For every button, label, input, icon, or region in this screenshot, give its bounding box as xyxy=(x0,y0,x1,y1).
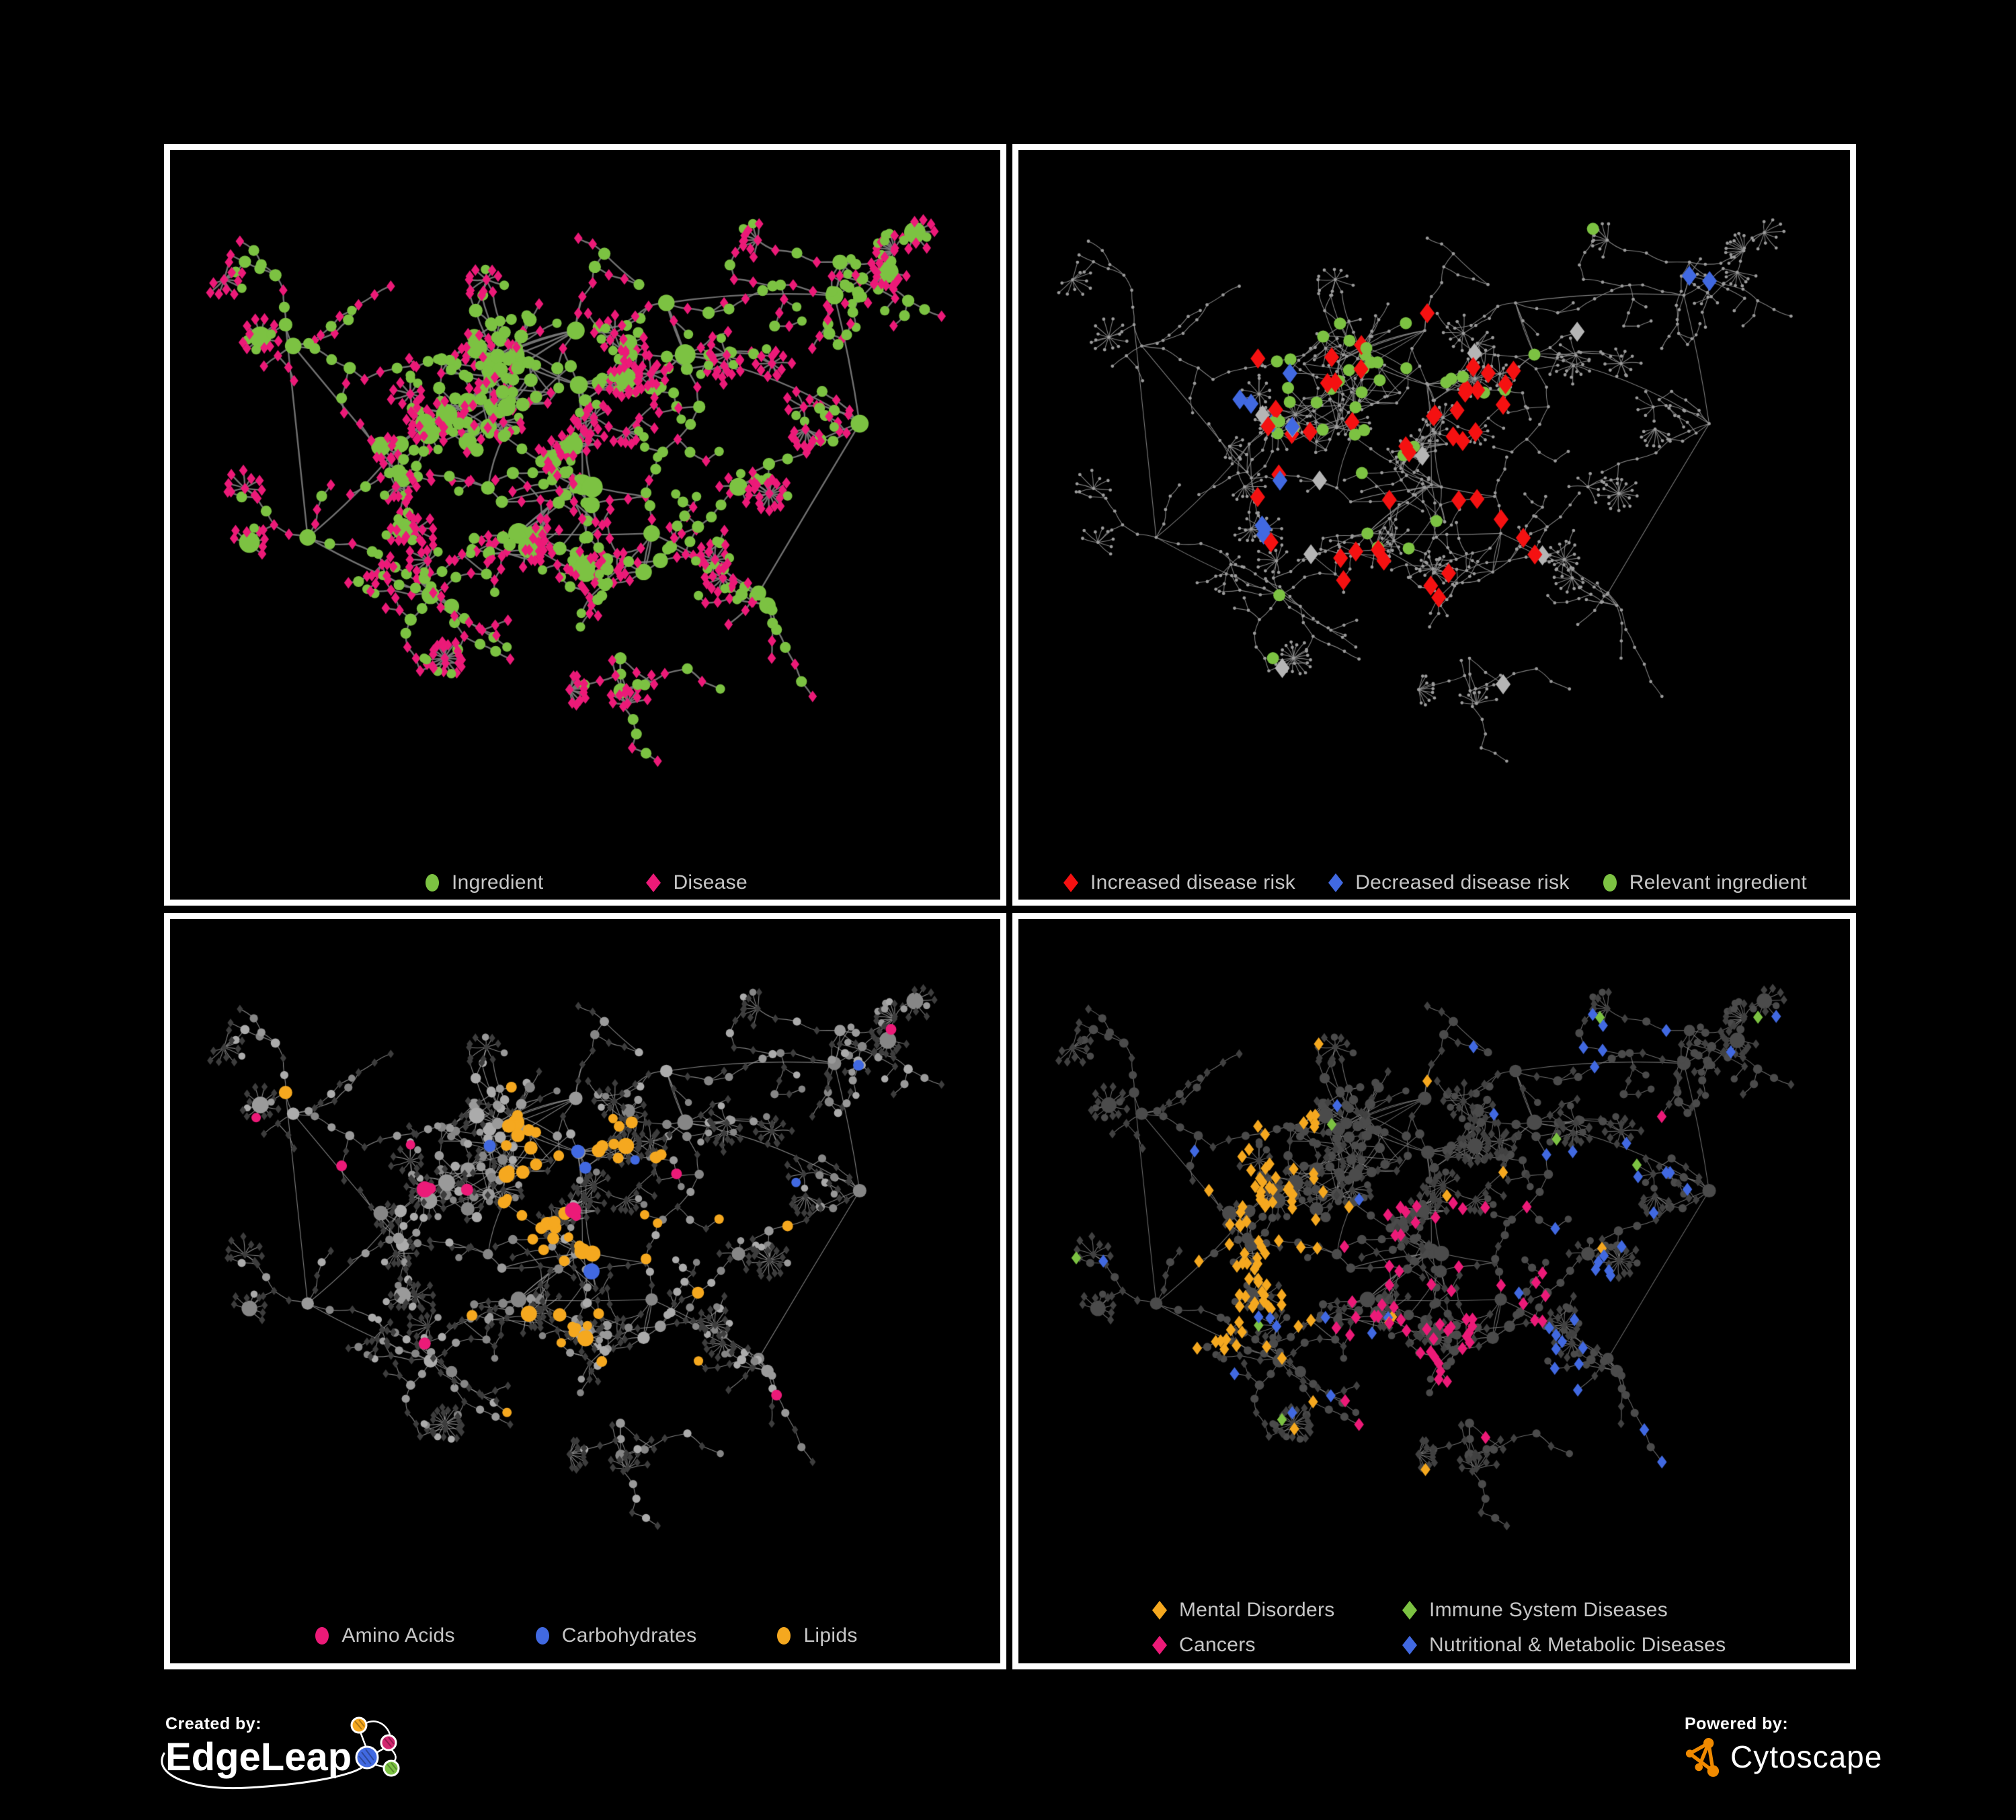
legend-item-ingredient: Ingredient xyxy=(423,871,543,894)
legend-label: Decreased disease risk xyxy=(1355,871,1570,894)
legend-item-nutritional-metabolic-diseases: Nutritional & Metabolic Diseases xyxy=(1400,1634,1726,1657)
legend-item-lipids: Lipids xyxy=(774,1624,857,1647)
cytoscape-wordmark: Cytoscape xyxy=(1730,1739,1883,1774)
legend-ingredient-disease: Ingredient Disease xyxy=(170,871,1000,894)
circle-marker-icon xyxy=(1603,874,1617,892)
legend-nutrient-class: Amino Acids Carbohydrates Lipids xyxy=(170,1624,1000,1647)
diamond-marker-icon xyxy=(1402,1601,1417,1620)
circle-marker-icon xyxy=(535,1627,549,1645)
panel-ingredient-disease: Ingredient Disease xyxy=(164,144,1006,906)
legend-label: Carbohydrates xyxy=(561,1624,697,1647)
panel-nutrient-class: Amino Acids Carbohydrates Lipids xyxy=(164,913,1006,1669)
network-canvas-nutrient-class xyxy=(170,919,1000,1663)
network-canvas-ingredient-disease xyxy=(170,150,1000,900)
circle-marker-icon xyxy=(777,1627,791,1645)
diamond-marker-icon xyxy=(1152,1636,1167,1655)
legend-label: Amino Acids xyxy=(341,1624,455,1647)
edgeleap-wordmark: EdgeLeap xyxy=(165,1735,352,1779)
legend-item-increased-disease-risk: Increased disease risk xyxy=(1061,871,1295,894)
legend-disease-risk: Increased disease risk Decreased disease … xyxy=(1018,871,1850,894)
powered-by-label: Powered by: xyxy=(1685,1714,1789,1733)
legend-item-cancers: Cancers xyxy=(1150,1634,1400,1657)
legend-item-mental-disorders: Mental Disorders xyxy=(1150,1599,1400,1622)
cytoscape-icon xyxy=(1685,1738,1720,1777)
legend-label: Cancers xyxy=(1179,1634,1256,1656)
legend-label: Mental Disorders xyxy=(1179,1599,1335,1621)
legend-item-decreased-disease-risk: Decreased disease risk xyxy=(1326,871,1569,894)
edgeleap-network-icon xyxy=(161,1716,400,1790)
diamond-marker-icon xyxy=(646,873,661,892)
legend-label: Nutritional & Metabolic Diseases xyxy=(1429,1634,1726,1656)
circle-marker-icon xyxy=(315,1627,329,1645)
legend-item-carbohydrates: Carbohydrates xyxy=(533,1624,697,1647)
edgeleap-swash xyxy=(161,1752,367,1790)
network-canvas-disease-class xyxy=(1018,919,1850,1663)
legend-item-amino-acids: Amino Acids xyxy=(313,1624,454,1647)
legend-item-immune-system-diseases: Immune System Diseases xyxy=(1400,1599,1726,1622)
legend-label: Ingredient xyxy=(452,871,544,894)
legend-label: Lipids xyxy=(803,1624,858,1647)
legend-label: Relevant ingredient xyxy=(1629,871,1807,894)
diamond-marker-icon xyxy=(1063,873,1078,892)
diamond-marker-icon xyxy=(1402,1636,1417,1655)
diamond-marker-icon xyxy=(1152,1601,1167,1620)
legend-label: Increased disease risk xyxy=(1090,871,1296,894)
legend-label: Immune System Diseases xyxy=(1429,1599,1668,1621)
edgeleap-logo-hatch xyxy=(354,1719,397,1773)
edgeleap-logo: Created by: EdgeLeap xyxy=(161,1714,501,1820)
legend-item-disease: Disease xyxy=(644,871,748,894)
circle-marker-icon xyxy=(426,874,440,892)
cytoscape-logo: Powered by: Cytoscape xyxy=(1685,1714,1882,1777)
legend-item-relevant-ingredient: Relevant ingredient xyxy=(1601,871,1807,894)
created-by-label: Created by: xyxy=(165,1714,262,1733)
network-canvas-disease-risk xyxy=(1018,150,1850,900)
panel-disease-risk: Increased disease risk Decreased disease … xyxy=(1012,144,1856,906)
legend-disease-class: Mental Disorders Immune System Diseases Ca… xyxy=(1150,1599,1726,1657)
panel-disease-class: Mental Disorders Immune System Diseases Ca… xyxy=(1012,913,1856,1669)
diamond-marker-icon xyxy=(1328,873,1344,892)
legend-label: Disease xyxy=(673,871,748,894)
